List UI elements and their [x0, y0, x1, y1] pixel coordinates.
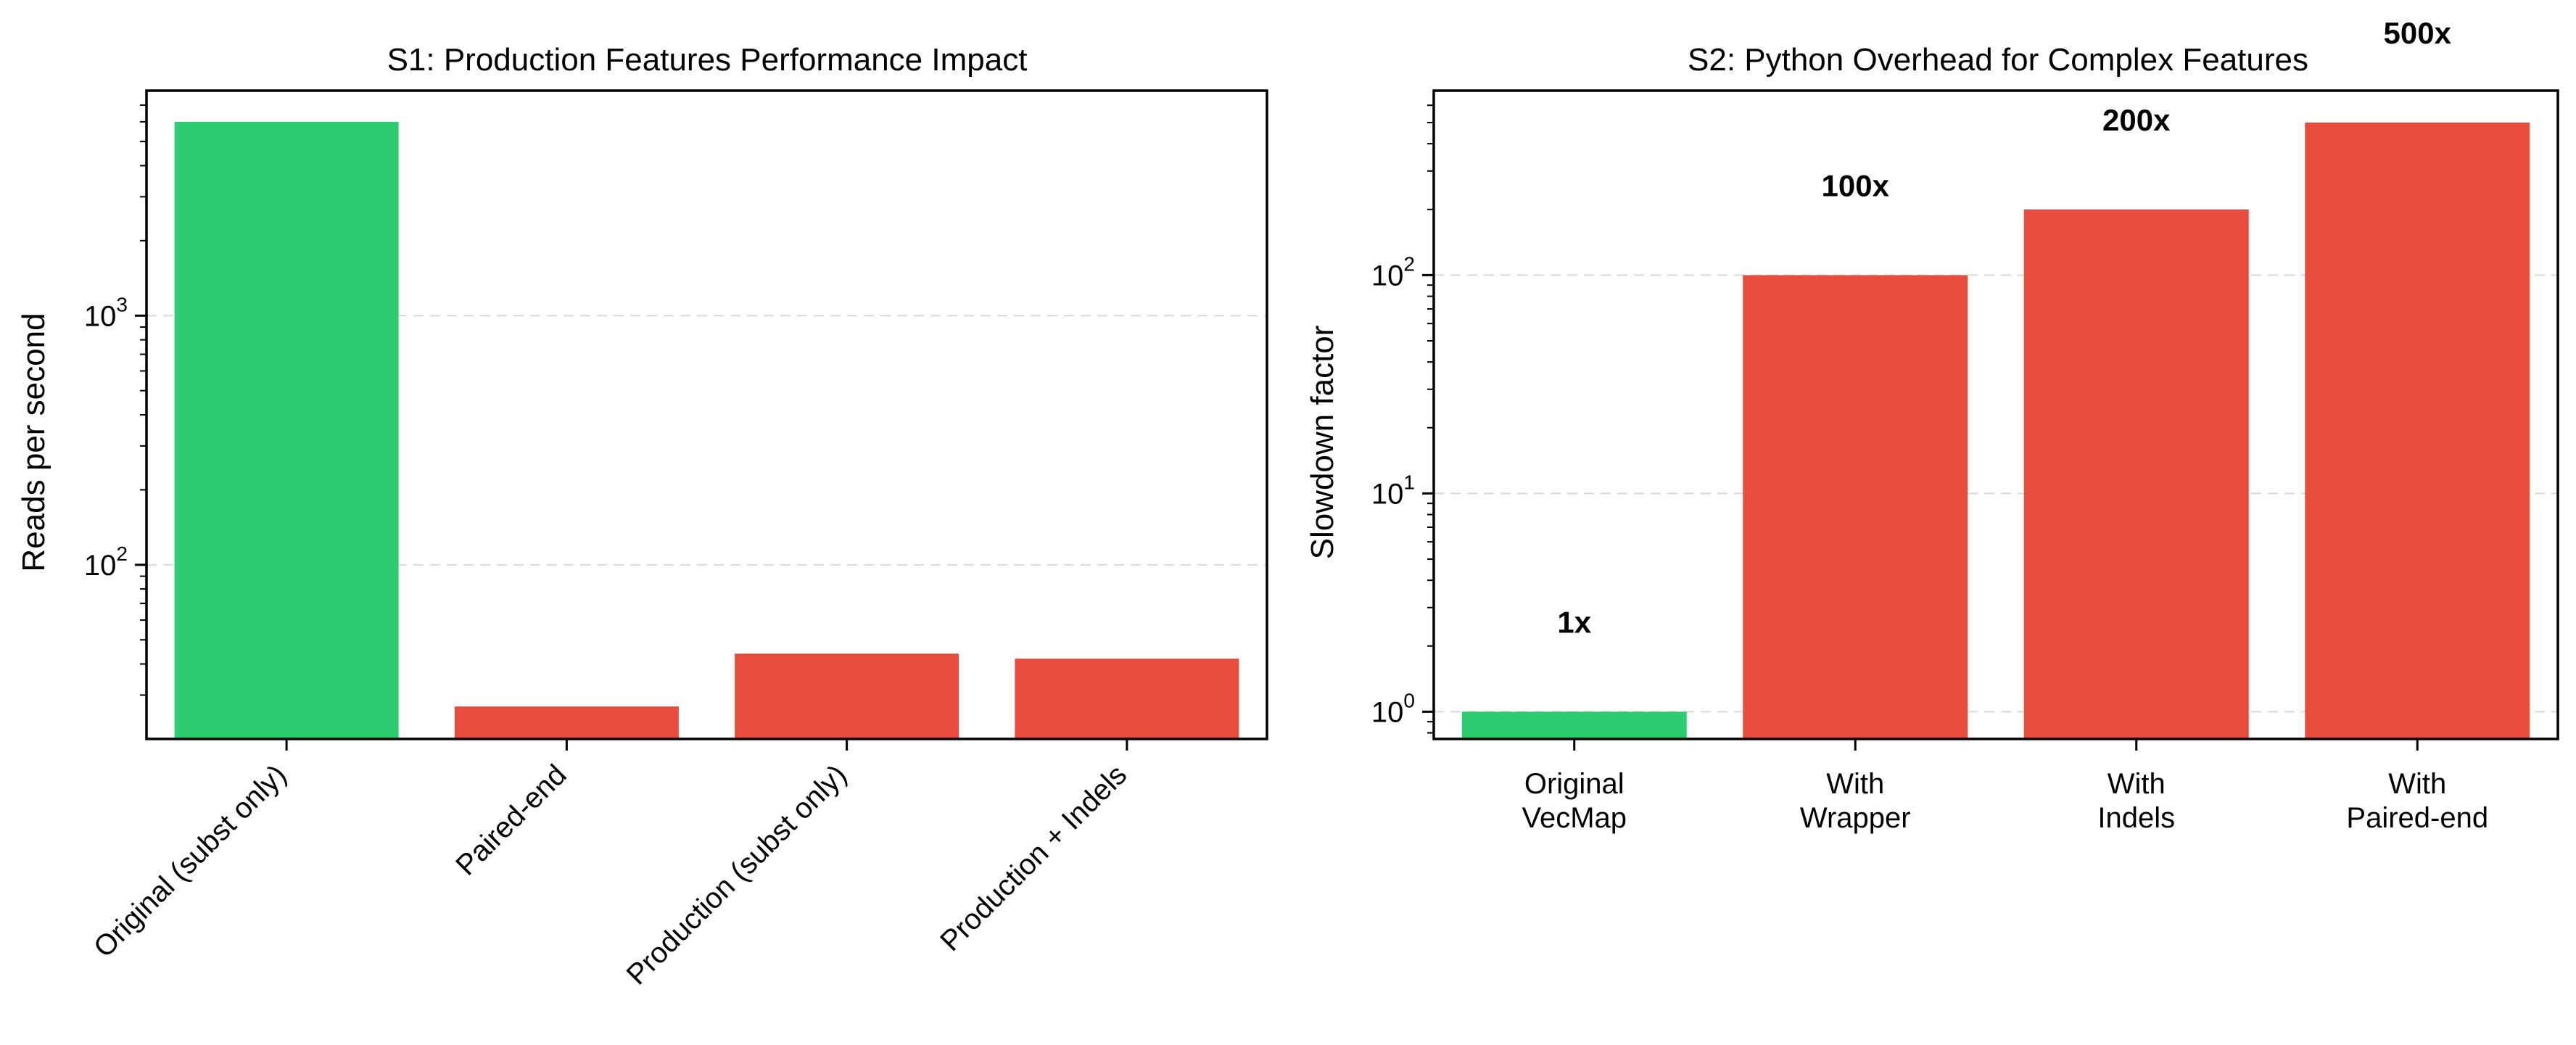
c1-bar — [454, 706, 679, 739]
c2-bar-annotation: 500x — [2384, 16, 2452, 50]
c2-bar — [1743, 275, 1968, 739]
c2-x-tick-label: With Paired-end — [2346, 768, 2488, 834]
c1-x-tick-label: Production + Indels — [934, 759, 1133, 957]
c1-y-tick-label: 102 — [84, 542, 128, 582]
chart-s2-title: S2: Python Overhead for Complex Features — [1688, 42, 2308, 78]
c2-y-tick-label: 101 — [1371, 471, 1415, 510]
chart-s1-bars — [174, 121, 1239, 740]
c1-bar — [735, 653, 959, 739]
c1-x-tick-label: Original (subst only) — [88, 759, 293, 964]
c2-x-tick-label: Original VecMap — [1522, 768, 1627, 834]
chart-s1-y-axis: 102 103 — [84, 104, 146, 696]
chart-s2-frame — [1432, 89, 2559, 740]
chart-s2-x-axis: Original VecMap With Wrapper With Indels With P… — [1522, 739, 2488, 834]
c2-bar-annotation: 100x — [1822, 168, 1890, 202]
c2-bar — [1461, 711, 1687, 739]
c2-bar — [2023, 209, 2249, 739]
chart-s2-annotations: 1x 100x 200x 500x — [1557, 16, 2451, 639]
chart-s2: S2: Python Overhead for Complex Features… — [1305, 16, 2559, 834]
chart-s2-y-axis: 100 101 102 — [1371, 104, 1434, 734]
chart-s1-ylabel: Reads per second — [16, 313, 51, 571]
chart-s1-title: S1: Production Features Performance Impa… — [387, 42, 1028, 78]
chart-s2-bars — [1461, 122, 2530, 739]
chart-s1-x-axis: Original (subst only) Paired-end Productio… — [88, 739, 1133, 991]
c1-x-tick-label: Paired-end — [450, 759, 572, 881]
c2-bar-annotation: 1x — [1557, 606, 1591, 640]
chart-s1-frame — [145, 89, 1268, 740]
c2-x-tick-label: With Wrapper — [1800, 768, 1911, 834]
c2-y-tick-label: 102 — [1371, 252, 1415, 292]
chart-s1: S1: Production Features Performance Impa… — [16, 42, 1268, 991]
chart-s2-ylabel: Slowdown factor — [1305, 326, 1340, 560]
c1-x-tick-label: Production (subst only) — [621, 759, 853, 991]
c2-bar — [2305, 122, 2530, 739]
c1-y-tick-label: 103 — [84, 293, 128, 332]
c2-bar-annotation: 200x — [2102, 103, 2171, 137]
c1-bar — [1015, 658, 1239, 739]
c2-y-tick-label: 100 — [1371, 689, 1415, 728]
c1-bar — [174, 121, 399, 740]
c2-x-tick-label: With Indels — [2097, 768, 2175, 834]
